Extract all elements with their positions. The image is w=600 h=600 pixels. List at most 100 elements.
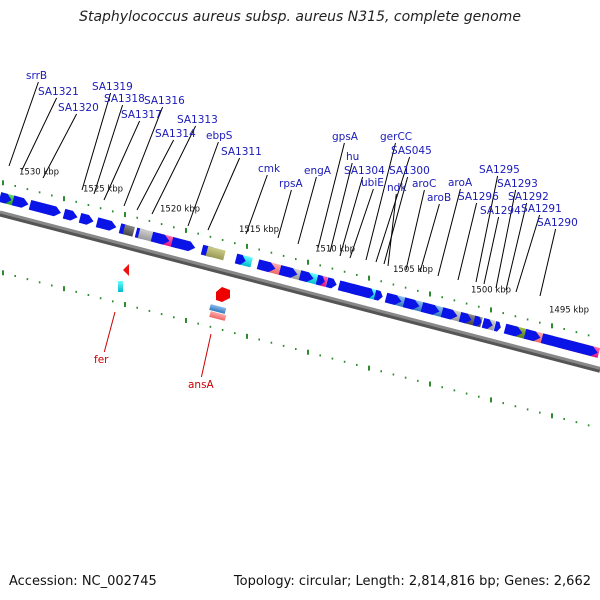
gene-callout-line — [207, 157, 241, 231]
gene-label: SA1313 — [177, 114, 218, 126]
cds-arrow — [402, 297, 420, 310]
cds-arrow — [325, 277, 337, 289]
gene-label: ebpS — [206, 130, 233, 142]
gene-callout-line — [405, 189, 425, 271]
gene-callout-line — [42, 113, 78, 179]
cds-arrow — [256, 259, 276, 273]
gene-callout-line — [457, 202, 478, 281]
gene-callout-line — [8, 81, 39, 167]
map-title: Staphylococcus aureus subsp. aureus N315… — [79, 9, 521, 25]
cds-arrow — [523, 328, 541, 342]
callout-layer — [8, 81, 557, 378]
gene-callout-line — [93, 104, 124, 195]
cds-arrow — [373, 289, 383, 301]
gene-label: SA1316 — [144, 95, 185, 107]
gene-label: SA1290 — [537, 217, 578, 229]
gene-callout-line — [349, 188, 374, 259]
inner-tick-ring — [2, 270, 590, 427]
cds-arrow — [315, 274, 325, 286]
label-layer: 1530 kbp 1525 kbp 1520 kbp 1515 kbp 1510 kbp… — [19, 70, 589, 391]
cds-arrow — [503, 323, 523, 337]
cds-arrow — [0, 192, 12, 204]
cds-arrow — [170, 236, 196, 252]
gene-label: SA1318 — [104, 93, 145, 105]
gene-label: rpsA — [279, 178, 303, 190]
gene-label: SA1321 — [38, 86, 79, 98]
cds-arrow — [350, 283, 364, 296]
backbone — [0, 210, 600, 370]
gene-label: ndk — [387, 182, 407, 194]
gene-callout-line — [103, 120, 141, 201]
gene-label: SA1320 — [58, 102, 99, 114]
rna-feature — [123, 264, 129, 276]
gene-label: SA1319 — [92, 81, 133, 93]
outer-tick-ring — [2, 180, 590, 337]
gene-feature — [122, 224, 135, 237]
gene-label: SA1296 — [458, 191, 499, 203]
rna-feature — [209, 311, 227, 321]
gene-label: SA1311 — [221, 146, 262, 158]
gene-callout-line — [475, 175, 499, 283]
cds-arrow — [150, 231, 170, 245]
gene-label: SA1317 — [121, 109, 162, 121]
gene-label: SA1300 — [389, 165, 430, 177]
gene-callout-line — [437, 188, 461, 277]
genome-stats-text: Topology: circular; Length: 2,814,816 bp… — [233, 574, 591, 589]
tick-rings — [2, 180, 590, 427]
cds-arrow — [540, 333, 558, 346]
feature-layer — [0, 192, 600, 358]
gene-callout-line — [539, 228, 557, 297]
gene-callout-line — [505, 202, 528, 291]
gene-callout-line — [483, 216, 500, 285]
tick-label: 1495 kbp — [549, 306, 589, 316]
accession-text: Accession: NC_002745 — [9, 574, 157, 589]
gene-label: SA1291 — [521, 203, 562, 215]
rna-callout-line — [200, 333, 212, 378]
cds-arrow — [557, 337, 598, 357]
rna-label: ansA — [188, 379, 215, 391]
gene-label: gpsA — [332, 131, 359, 143]
rna-callout-line — [103, 311, 116, 353]
gene-label: SA1295 — [479, 164, 520, 176]
gene-label: engA — [304, 165, 332, 177]
gene-label: hu — [346, 151, 359, 163]
gene-callout-line — [317, 142, 345, 249]
gene-label: aroC — [412, 178, 436, 190]
gene-callout-line — [365, 142, 396, 261]
cds-arrow — [458, 311, 472, 324]
cds-arrow — [493, 321, 501, 332]
cds-arrow — [384, 292, 402, 305]
cds-arrow — [78, 213, 94, 225]
gene-label: SAS045 — [391, 145, 432, 157]
gene-label: aroB — [427, 192, 451, 204]
tick-label: 1515 kbp — [239, 225, 279, 235]
tick-label: 1500 kbp — [471, 285, 511, 295]
gene-callout-line — [515, 214, 541, 293]
cds-arrow — [420, 302, 440, 315]
gene-callout-line — [387, 193, 397, 267]
rna-feature — [209, 304, 227, 314]
tick-label: 1505 kbp — [393, 265, 433, 275]
cds-arrow — [28, 199, 61, 217]
tick-label: 1510 kbp — [315, 245, 355, 255]
cds-arrow — [440, 307, 458, 320]
gene-callout-line — [245, 174, 268, 235]
tick-label: 1520 kbp — [160, 204, 200, 214]
rna-feature — [216, 287, 230, 302]
cds-arrow — [298, 270, 314, 283]
gene-label: gerCC — [380, 131, 412, 143]
gene-feature — [205, 246, 226, 261]
cds-arrow — [62, 208, 78, 221]
gene-callout-line — [383, 176, 409, 265]
gene-callout-line — [297, 176, 317, 245]
gene-callout-line — [187, 141, 219, 227]
cds-arrow — [472, 315, 482, 327]
gene-callout-line — [375, 156, 411, 263]
cds-arrow — [364, 287, 374, 299]
gene-label: SA1314 — [155, 128, 196, 140]
gene-label: SA1304 — [344, 165, 385, 177]
gene-callout-line — [329, 162, 353, 253]
gene-callout-line — [136, 139, 175, 211]
gene-callout-line — [495, 189, 517, 289]
